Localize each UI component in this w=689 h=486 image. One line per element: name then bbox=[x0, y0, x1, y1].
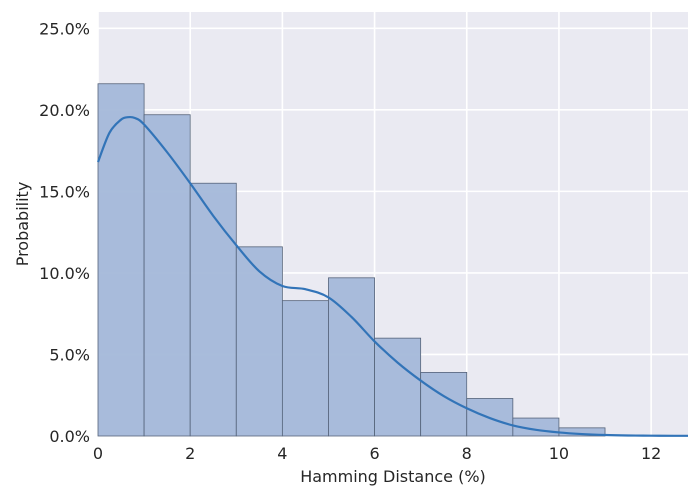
y-tick-label: 5.0% bbox=[49, 345, 90, 364]
x-tick-label: 12 bbox=[641, 444, 661, 463]
y-tick-label: 15.0% bbox=[39, 182, 90, 201]
x-axis-ticks: 0 2 4 6 8 10 12 bbox=[93, 444, 661, 463]
y-axis-title: Probability bbox=[13, 182, 32, 267]
x-tick-label: 6 bbox=[369, 444, 379, 463]
kde-curve bbox=[96, 115, 689, 437]
histogram-bar bbox=[420, 371, 468, 437]
histogram-bar bbox=[235, 246, 283, 437]
histogram-bar bbox=[189, 182, 237, 437]
x-tick-label: 2 bbox=[185, 444, 195, 463]
y-tick-label: 0.0% bbox=[49, 427, 90, 446]
y-tick-label: 25.0% bbox=[39, 19, 90, 38]
y-tick-label: 20.0% bbox=[39, 101, 90, 120]
histogram-bar bbox=[374, 337, 422, 437]
x-tick-label: 4 bbox=[277, 444, 287, 463]
histogram-bar bbox=[281, 300, 329, 437]
x-tick-label: 10 bbox=[549, 444, 569, 463]
x-tick-label: 8 bbox=[462, 444, 472, 463]
histogram-bar bbox=[143, 114, 191, 437]
x-axis-title: Hamming Distance (%) bbox=[300, 467, 486, 486]
y-axis-ticks: 0.0% 5.0% 10.0% 15.0% 20.0% 25.0% bbox=[39, 19, 90, 446]
y-tick-label: 10.0% bbox=[39, 264, 90, 283]
histogram-bar bbox=[97, 83, 145, 437]
x-tick-label: 0 bbox=[93, 444, 103, 463]
